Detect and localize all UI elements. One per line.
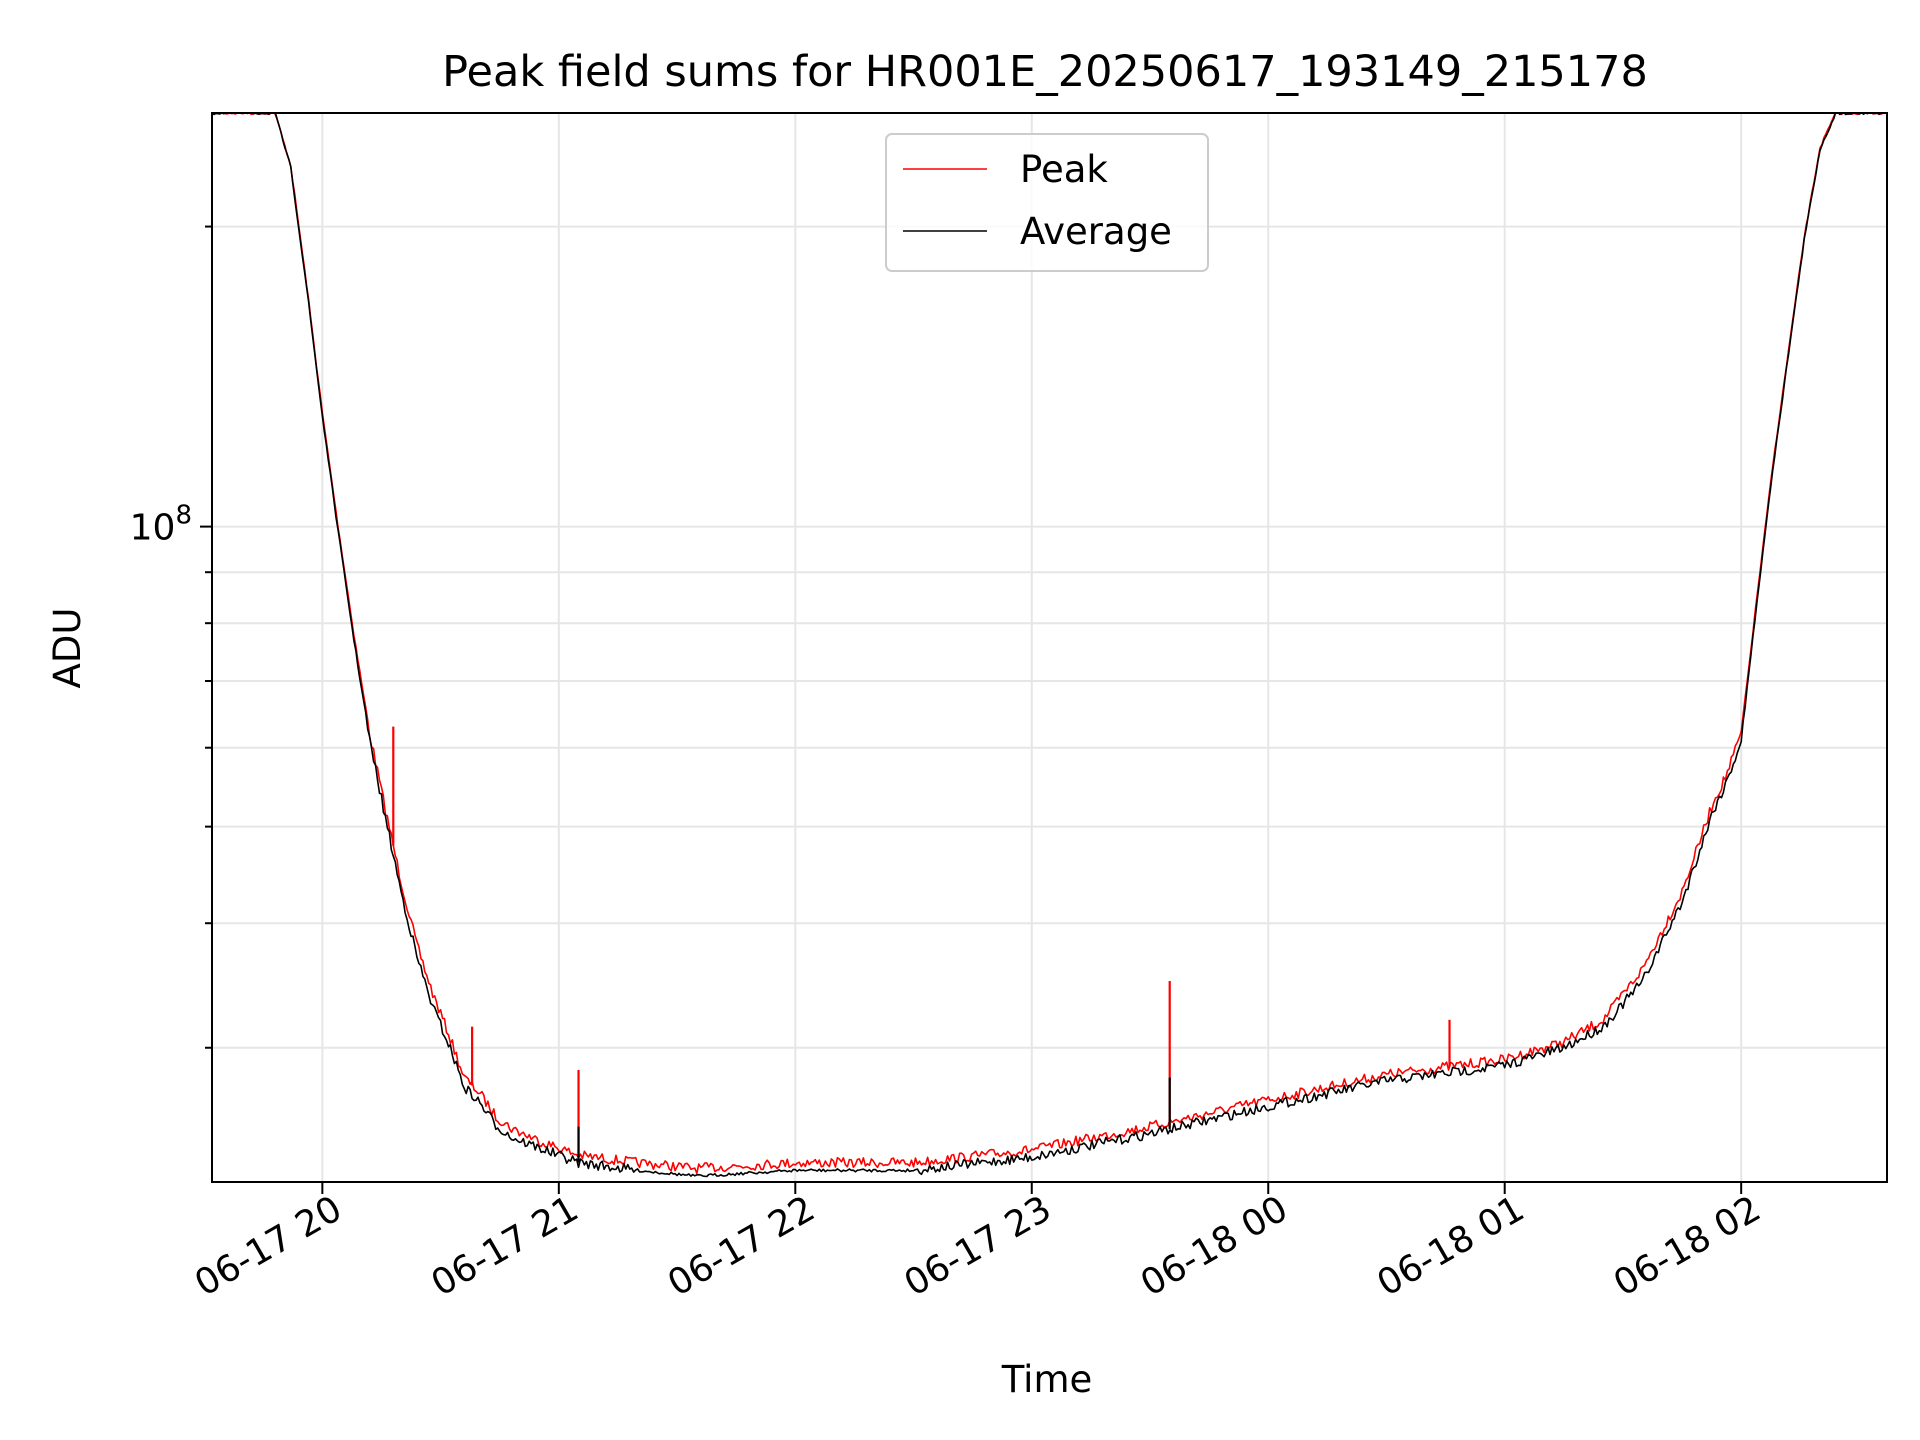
grid bbox=[212, 113, 1887, 1182]
chart-title: Peak field sums for HR001E_20250617_1931… bbox=[442, 47, 1648, 97]
y-axis-label: ADU bbox=[46, 608, 89, 689]
x-tick-label: 06-17 22 bbox=[661, 1188, 822, 1304]
x-tick-label: 06-17 21 bbox=[425, 1188, 586, 1304]
x-tick-label: 06-18 00 bbox=[1134, 1188, 1295, 1304]
x-tick-label: 06-17 20 bbox=[188, 1188, 349, 1304]
series-line-average bbox=[212, 113, 1887, 1178]
x-tick-label: 06-17 23 bbox=[898, 1188, 1059, 1304]
x-tick-label: 06-18 02 bbox=[1607, 1188, 1768, 1304]
plot-frame bbox=[211, 112, 1888, 1183]
series-line-peak bbox=[212, 113, 1887, 1175]
legend-label-peak: Peak bbox=[1020, 148, 1108, 191]
y-tick-label: 108 bbox=[130, 501, 192, 549]
x-axis: 06-17 20 06-17 21 06-17 22 06-17 23 06-18 00… bbox=[188, 1182, 1768, 1305]
x-tick-label: 06-18 01 bbox=[1371, 1188, 1532, 1304]
legend: Peak Average bbox=[885, 133, 1209, 272]
legend-label-average: Average bbox=[1020, 210, 1172, 253]
y-axis: 108 bbox=[130, 225, 212, 1049]
x-axis-label: Time bbox=[1001, 1358, 1093, 1401]
series-layer bbox=[212, 113, 1887, 1178]
